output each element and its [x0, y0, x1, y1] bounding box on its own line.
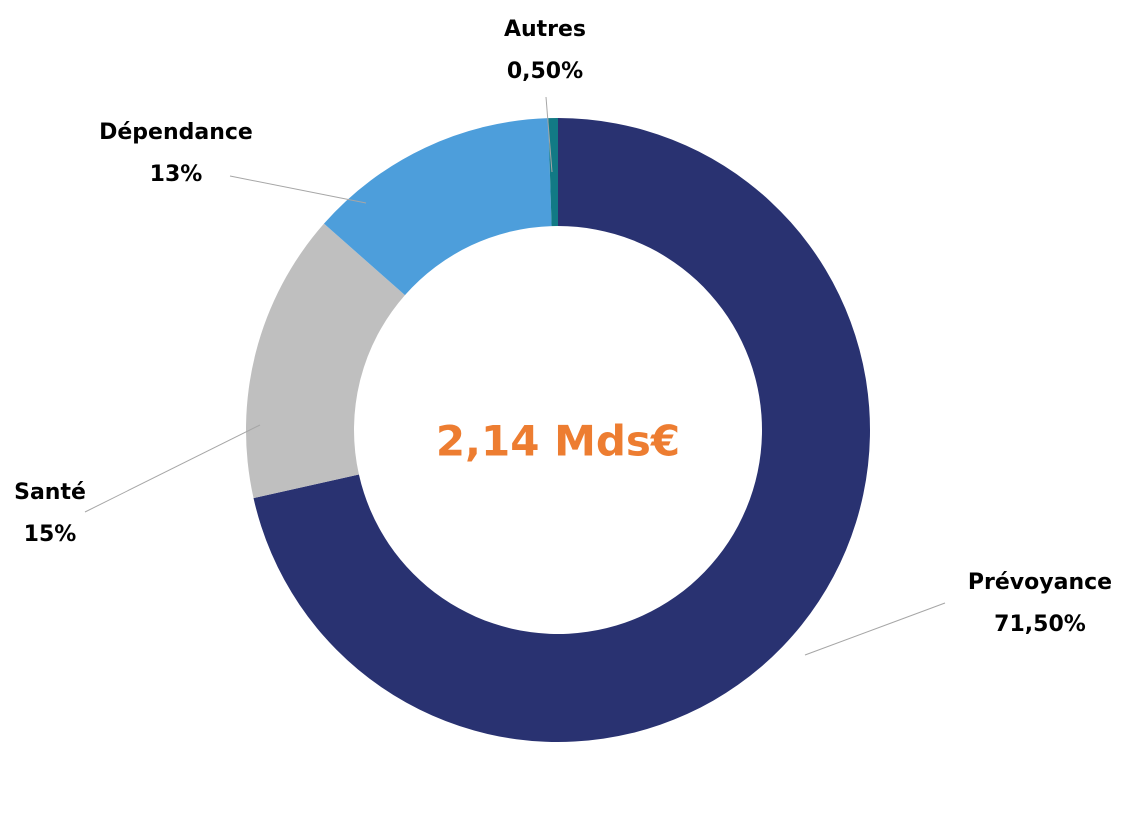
donut-segment: [253, 118, 871, 742]
leader-line: [804, 602, 946, 656]
leader-line: [545, 96, 553, 173]
value-label: 0,50%: [507, 59, 583, 84]
leader-line: [84, 424, 261, 513]
value-label: 15%: [24, 522, 77, 547]
donut-segment: [323, 118, 552, 296]
donut-segment: [548, 118, 558, 227]
category-label: Prévoyance: [968, 570, 1112, 595]
value-label: 13%: [150, 162, 203, 187]
category-label: Dépendance: [99, 120, 253, 145]
leader-line: [229, 175, 367, 204]
center-label: 2,14 Mds€: [436, 417, 680, 466]
donut-segment: [246, 223, 405, 499]
category-label: Santé: [14, 480, 86, 505]
value-label: 71,50%: [994, 612, 1086, 637]
category-label: Autres: [504, 17, 586, 42]
